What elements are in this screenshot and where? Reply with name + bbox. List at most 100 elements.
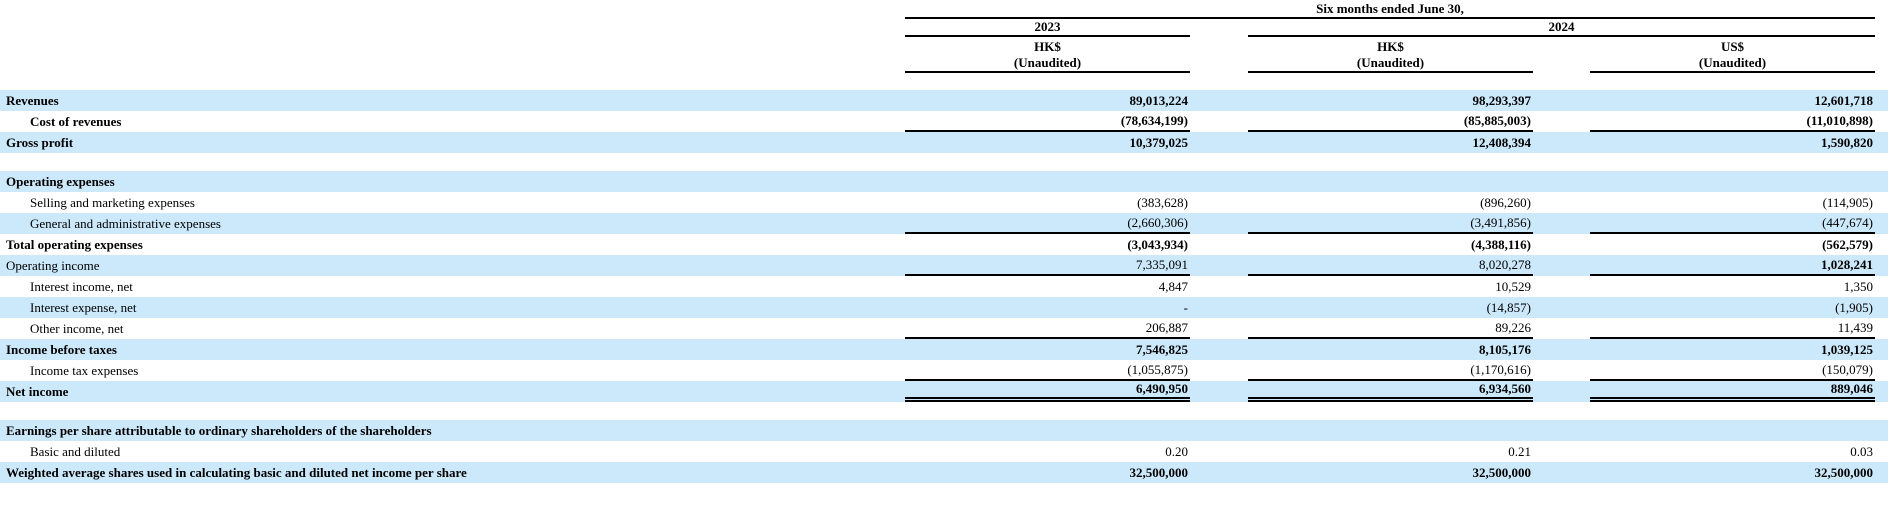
column-gap	[1533, 297, 1590, 318]
column-gap	[1190, 297, 1248, 318]
column-header-2024-hkd: HK$ (Unaudited)	[1248, 37, 1533, 73]
table-row: Gross profit 10,379,025 12,408,394 1,590,82…	[0, 132, 1888, 153]
column-gap	[1190, 132, 1248, 153]
row-label: Total operating expenses	[6, 236, 143, 252]
column-gap	[1533, 111, 1590, 132]
table-row: Weighted average shares used in calculat…	[0, 462, 1888, 483]
column-gap	[1533, 171, 1590, 192]
row-value: 4,847	[1158, 278, 1188, 294]
row-value: 0.21	[1508, 443, 1531, 459]
table-row: Interest expense, net - (14,857) (1,905)	[0, 297, 1888, 318]
table-row: Income tax expenses (1,055,875) (1,170,616…	[0, 360, 1888, 381]
row-value: 1,028,241	[1590, 255, 1875, 276]
row-value: (383,628)	[1137, 194, 1188, 210]
row-value: (1,905)	[1835, 299, 1873, 315]
table-row: Operating expenses	[0, 171, 1888, 192]
currency-label: HK$	[1377, 39, 1404, 54]
row-value: (1,170,616)	[1248, 360, 1533, 381]
row-value	[905, 171, 1190, 192]
row-label: Selling and marketing expenses	[30, 194, 195, 210]
column-gap	[1533, 37, 1590, 73]
table-row: Income before taxes 7,546,825 8,105,176 1,0…	[0, 339, 1888, 360]
row-value: (896,260)	[1480, 194, 1531, 210]
column-gap	[1533, 420, 1590, 441]
header-label-spacer	[0, 37, 905, 73]
row-label: Other income, net	[30, 320, 124, 336]
spacer-row	[0, 402, 1888, 420]
row-value: 6,934,560	[1248, 381, 1533, 402]
row-label: Interest expense, net	[30, 299, 137, 315]
column-header-2023-hkd: HK$ (Unaudited)	[905, 37, 1190, 73]
row-value: 6,490,950	[905, 381, 1190, 402]
table-row: General and administrative expenses (2,66…	[0, 213, 1888, 234]
row-value: 0.03	[1850, 443, 1873, 459]
table-row: Basic and diluted 0.20 0.21 0.03	[0, 441, 1888, 462]
row-value	[905, 420, 1190, 441]
column-gap	[1190, 171, 1248, 192]
statement-rows: Revenues 89,013,224 98,293,397 12,601,718 Co…	[0, 90, 1891, 483]
row-label: Operating income	[6, 257, 100, 273]
row-value: 7,546,825	[1136, 341, 1188, 357]
row-value: (78,634,199)	[905, 111, 1190, 132]
column-gap	[1533, 192, 1590, 213]
row-label: Net income	[6, 383, 69, 399]
row-value: (3,043,934)	[1127, 236, 1188, 252]
table-row: Operating income 7,335,091 8,020,278 1,028,…	[0, 255, 1888, 276]
column-gap	[1190, 276, 1248, 297]
row-value: 0.20	[1165, 443, 1188, 459]
currency-label: US$	[1720, 39, 1745, 54]
table-row: Other income, net 206,887 89,226 11,439	[0, 318, 1888, 339]
header-label-spacer	[0, 19, 905, 37]
column-gap	[1190, 213, 1248, 234]
row-value: 89,226	[1248, 318, 1533, 339]
currency-header-row: HK$ (Unaudited) HK$ (Unaudited) US$ (Una…	[0, 37, 1891, 73]
audit-note: (Unaudited)	[1698, 55, 1767, 70]
column-gap	[1190, 462, 1248, 483]
column-gap	[1533, 132, 1590, 153]
row-value: 89,013,224	[1129, 92, 1189, 108]
row-value: 98,293,397	[1472, 92, 1532, 108]
year-2024-header: 2024	[1248, 19, 1875, 37]
row-value: 8,020,278	[1248, 255, 1533, 276]
column-gap	[1190, 360, 1248, 381]
row-value: -	[1183, 299, 1188, 315]
row-value	[1590, 171, 1875, 192]
row-value: 1,590,820	[1821, 134, 1873, 150]
row-value	[1590, 420, 1875, 441]
row-value: 12,408,394	[1472, 134, 1532, 150]
column-gap	[1533, 234, 1590, 255]
row-label: Income before taxes	[6, 341, 117, 357]
audit-note: (Unaudited)	[1356, 55, 1425, 70]
row-value	[1248, 171, 1533, 192]
table-row: Earnings per share attributable to ordin…	[0, 420, 1888, 441]
row-value: 889,046	[1590, 381, 1875, 402]
row-value: 11,439	[1590, 318, 1875, 339]
column-gap	[1190, 37, 1248, 73]
column-gap	[1533, 318, 1590, 339]
column-gap	[1190, 234, 1248, 255]
column-gap	[1533, 441, 1590, 462]
row-value: (11,010,898)	[1590, 111, 1875, 132]
column-gap	[1533, 276, 1590, 297]
column-gap	[1190, 420, 1248, 441]
table-row: Net income 6,490,950 6,934,560 889,046	[0, 381, 1888, 402]
period-header-row: Six months ended June 30,	[0, 0, 1891, 19]
column-gap	[1190, 255, 1248, 276]
header-body-gap	[0, 73, 1891, 90]
row-label: Weighted average shares used in calculat…	[6, 464, 467, 480]
row-value: 10,379,025	[1129, 134, 1189, 150]
period-title: Six months ended June 30,	[905, 0, 1875, 19]
table-row: Interest income, net 4,847 10,529 1,350	[0, 276, 1888, 297]
year-2023-header: 2023	[905, 19, 1190, 37]
row-value: (114,905)	[1822, 194, 1873, 210]
row-value: 7,335,091	[905, 255, 1190, 276]
column-gap	[1190, 381, 1248, 402]
audit-note: (Unaudited)	[1013, 55, 1082, 70]
column-gap	[1190, 90, 1248, 111]
year-header-row: 2023 2024	[0, 19, 1891, 37]
row-value: 32,500,000	[1129, 464, 1189, 480]
row-label: Revenues	[6, 92, 59, 108]
row-value: (4,388,116)	[1471, 236, 1531, 252]
header-label-spacer	[0, 0, 905, 19]
column-gap	[1190, 339, 1248, 360]
